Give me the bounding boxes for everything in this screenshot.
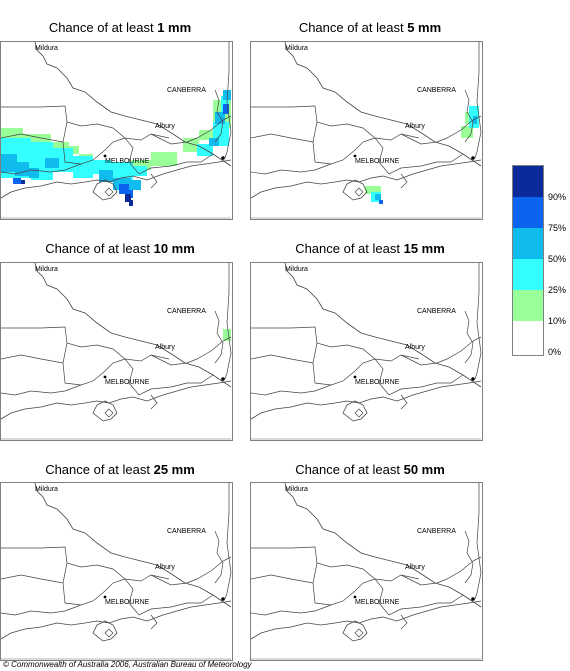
place-label-canberra: CANBERRA	[167, 87, 206, 94]
place-label-mildura: Mildura	[35, 486, 58, 493]
victoria-basemap	[251, 483, 482, 660]
map-panel-1mm: Mildura CANBERRA Albury MELBOURNE	[0, 41, 233, 220]
place-label-mildura: Mildura	[35, 266, 58, 273]
panel-title-50mm: Chance of at least 50 mm	[295, 462, 445, 477]
legend-label-10: 10%	[548, 316, 567, 326]
place-label-mildura: Mildura	[35, 45, 58, 52]
legend-label-90: 90%	[548, 192, 567, 202]
map-panel-10mm: Mildura CANBERRA Albury MELBOURNE	[0, 262, 233, 441]
legend-label-75: 75%	[548, 223, 567, 233]
victoria-basemap	[251, 42, 482, 219]
place-label-albury: Albury	[405, 344, 425, 351]
place-label-mildura: Mildura	[285, 45, 308, 52]
panel-title-25mm: Chance of at least 25 mm	[45, 462, 195, 477]
map-panel-25mm: Mildura CANBERRA Albury MELBOURNE	[0, 482, 233, 661]
legend-label-0: 0%	[548, 347, 562, 357]
place-label-melbourne: MELBOURNE	[105, 379, 150, 386]
legend-swatch-50	[513, 228, 543, 259]
legend-label-25: 25%	[548, 285, 567, 295]
map-panel-5mm: Mildura CANBERRA Albury MELBOURNE	[250, 41, 483, 220]
place-label-canberra: CANBERRA	[417, 308, 456, 315]
victoria-basemap	[251, 263, 482, 440]
legend-swatch-10	[513, 290, 543, 321]
panel-title-5mm: Chance of at least 5 mm	[298, 20, 442, 35]
place-label-mildura: Mildura	[285, 266, 308, 273]
legend-label-50: 50%	[548, 254, 567, 264]
place-label-albury: Albury	[405, 564, 425, 571]
place-label-canberra: CANBERRA	[417, 528, 456, 535]
place-label-melbourne: MELBOURNE	[105, 599, 150, 606]
place-label-melbourne: MELBOURNE	[105, 158, 150, 165]
legend-swatch-25	[513, 259, 543, 290]
place-label-melbourne: MELBOURNE	[355, 599, 400, 606]
map-panel-15mm: Mildura CANBERRA Albury MELBOURNE	[250, 262, 483, 441]
probability-legend	[512, 165, 544, 356]
place-label-canberra: CANBERRA	[417, 87, 456, 94]
legend-swatch-90	[513, 166, 543, 197]
victoria-basemap	[1, 263, 232, 440]
panel-title-10mm: Chance of at least 10 mm	[45, 241, 195, 256]
map-panel-50mm: Mildura CANBERRA Albury MELBOURNE	[250, 482, 483, 661]
copyright-notice: © Commonwealth of Australia 2006, Austra…	[3, 660, 252, 669]
panel-title-15mm: Chance of at least 15 mm	[295, 241, 445, 256]
panel-title-1mm: Chance of at least 1 mm	[48, 20, 192, 35]
place-label-melbourne: MELBOURNE	[355, 158, 400, 165]
legend-swatch-75	[513, 197, 543, 228]
place-label-canberra: CANBERRA	[167, 308, 206, 315]
victoria-basemap	[1, 483, 232, 660]
place-label-canberra: CANBERRA	[167, 528, 206, 535]
victoria-basemap	[1, 42, 232, 219]
place-label-mildura: Mildura	[285, 486, 308, 493]
place-label-albury: Albury	[155, 123, 175, 130]
place-label-melbourne: MELBOURNE	[355, 379, 400, 386]
place-label-albury: Albury	[405, 123, 425, 130]
legend-swatch-0	[513, 321, 543, 355]
place-label-albury: Albury	[155, 564, 175, 571]
place-label-albury: Albury	[155, 344, 175, 351]
